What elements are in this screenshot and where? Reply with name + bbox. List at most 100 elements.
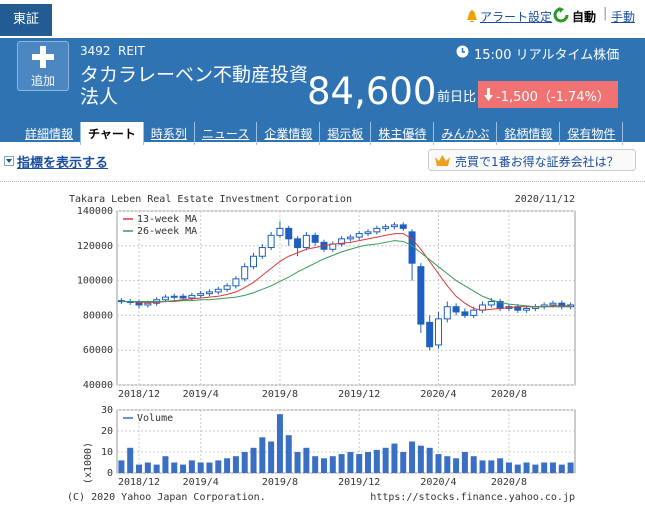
- volume-bar: [497, 458, 504, 473]
- volume-bar: [479, 460, 486, 473]
- nav-tab[interactable]: 企業情報: [257, 122, 321, 145]
- candle-body: [232, 278, 240, 287]
- volume-bar: [188, 460, 195, 473]
- nav-tab[interactable]: 保有物件: [560, 122, 624, 145]
- candle-body: [170, 295, 178, 298]
- candle-body: [523, 307, 531, 311]
- candle-body: [434, 318, 442, 346]
- nav-tab[interactable]: 詳細情報: [18, 122, 82, 145]
- y-tick-label: 30: [101, 405, 113, 416]
- nav-tab[interactable]: 掲示板: [320, 122, 372, 145]
- candle-body: [161, 296, 169, 301]
- chart-date: 2020/11/12: [515, 194, 575, 205]
- x-tick-label: 2019/8: [262, 389, 298, 400]
- volume-bar: [373, 449, 380, 473]
- add-label: 追加: [30, 74, 55, 88]
- volume-bar: [320, 458, 327, 473]
- volume-bar: [453, 458, 460, 473]
- legend-label: Volume: [137, 413, 173, 424]
- alert-link[interactable]: アラート設定: [480, 10, 553, 24]
- change-box: -1,500（-1.74%）: [478, 81, 618, 108]
- y-tick-label: 140000: [77, 206, 113, 217]
- divider: [0, 181, 645, 182]
- volume-bar: [514, 464, 521, 473]
- volume-bar: [241, 452, 248, 473]
- y-tick-label: 20: [101, 426, 113, 437]
- candle-body: [267, 234, 275, 249]
- volume-bar: [180, 464, 187, 473]
- volume-bar: [118, 460, 125, 473]
- separator: |: [603, 6, 608, 21]
- x-tick-label: 2020/4: [420, 389, 456, 400]
- volume-bar: [347, 452, 354, 473]
- candle-body: [223, 285, 231, 290]
- nav-tab[interactable]: ニュース: [195, 122, 258, 145]
- volume-bar: [329, 456, 336, 473]
- x-tick-label: 2018/12: [118, 389, 160, 400]
- volume-bar: [162, 456, 169, 473]
- candle-body: [179, 295, 187, 299]
- clock-icon: [456, 45, 469, 58]
- candle-body: [311, 234, 319, 243]
- volume-bar: [224, 458, 231, 473]
- broker-link: 売買で1番お得な証券会社は？: [455, 155, 619, 169]
- volume-bar: [259, 437, 266, 473]
- candle-body: [285, 227, 293, 240]
- nav-tab[interactable]: 銘柄情報: [497, 122, 561, 145]
- legend-label: 13-week MA: [137, 214, 197, 225]
- add-button[interactable]: 追加: [17, 41, 69, 91]
- change-label: 前日比: [437, 90, 477, 105]
- market-tab[interactable]: 東証: [0, 4, 52, 36]
- volume-bar: [505, 462, 512, 473]
- auto-label[interactable]: 自動: [572, 10, 597, 24]
- candle-body: [338, 238, 346, 245]
- volume-bar: [232, 456, 239, 473]
- bell-icon: [467, 10, 477, 22]
- indicator-link[interactable]: 指標を表示する: [17, 156, 109, 171]
- x-tick-label: 2018/12: [118, 477, 160, 488]
- volume-bar: [541, 462, 548, 473]
- volume-bar: [153, 464, 160, 473]
- plus-icon: [32, 46, 54, 68]
- candle-body: [355, 233, 363, 238]
- volume-bar: [285, 435, 292, 473]
- volume-bar: [532, 464, 539, 473]
- broker-button[interactable]: 売買で1番お得な証券会社は？: [428, 149, 636, 171]
- volume-bar: [250, 447, 257, 473]
- nav-tab[interactable]: 時系列: [144, 122, 195, 145]
- candle-body: [452, 306, 460, 313]
- crown-icon: [435, 155, 450, 166]
- nav-tab[interactable]: 株主優待: [371, 122, 435, 145]
- volume-bar: [312, 456, 319, 473]
- candle-body: [390, 224, 398, 228]
- y-tick-label: 80000: [83, 310, 113, 321]
- x-tick-label: 2019/12: [338, 477, 380, 488]
- x-tick-label: 2020/8: [491, 477, 527, 488]
- candle-body: [214, 288, 222, 293]
- x-tick-label: 2019/4: [183, 389, 219, 400]
- manual-link[interactable]: 手動: [611, 10, 636, 24]
- nav-tab[interactable]: みんかぶ: [434, 122, 498, 145]
- stock-code: 3492: [80, 44, 111, 58]
- nav-tab[interactable]: チャート: [81, 122, 144, 145]
- candle-body: [276, 227, 284, 236]
- volume-bar: [523, 462, 530, 473]
- volume-bar: [426, 447, 433, 473]
- candle-body: [241, 266, 249, 280]
- volume-bar: [197, 462, 204, 473]
- change-value: -1,500（-1.74%）: [496, 90, 610, 105]
- toggle-icon: [4, 156, 14, 166]
- candle-body: [188, 294, 196, 299]
- x-tick-label: 2020/4: [420, 477, 456, 488]
- volume-bar: [391, 443, 398, 473]
- volume-bar: [488, 460, 495, 473]
- down-arrow-icon: [484, 88, 493, 101]
- y-tick-label: 100000: [77, 276, 113, 287]
- volume-bar: [294, 452, 301, 473]
- y-tick-label: 60000: [83, 345, 113, 356]
- legend-label: 26-week MA: [137, 226, 197, 237]
- candle-body: [144, 302, 152, 306]
- volume-bar: [338, 454, 345, 473]
- y-tick-label: 120000: [77, 241, 113, 252]
